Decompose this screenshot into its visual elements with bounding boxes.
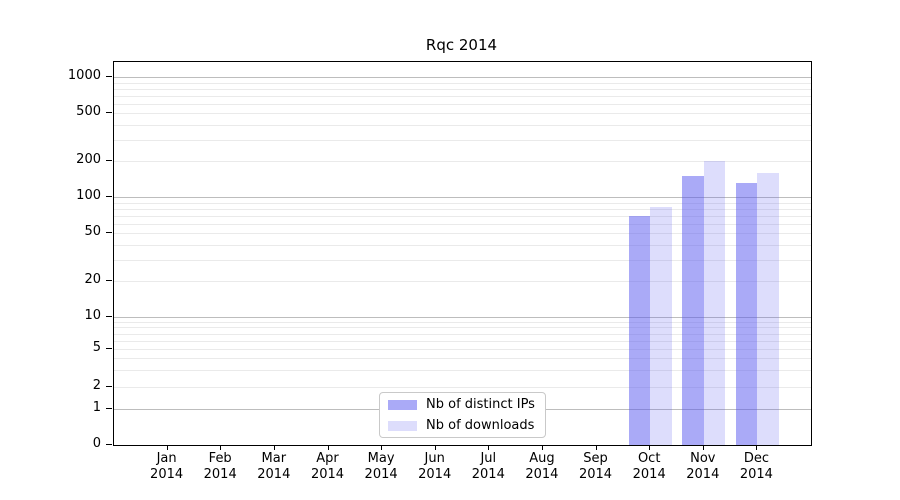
gridline-minor-5: [114, 349, 811, 350]
gridline-minor-70: [114, 215, 811, 217]
legend: Nb of distinct IPs Nb of downloads: [379, 392, 546, 438]
y-tick-label-5: 5: [92, 340, 101, 355]
gridline-minor-8: [114, 327, 811, 329]
x-tick-label-jun: Jun 2014: [418, 451, 452, 482]
x-tick-oct: [649, 446, 651, 450]
gridline-minor-80: [114, 208, 811, 210]
y-tick-5: [106, 348, 112, 349]
gridline-major-100: [114, 197, 811, 198]
y-tick-2: [106, 386, 112, 387]
x-tick-label-oct: Oct 2014: [632, 451, 666, 482]
gridline-minor-600: [114, 103, 811, 105]
legend-item-distinct-ips: Nb of distinct IPs: [388, 396, 537, 413]
x-tick-label-apr: Apr 2014: [310, 451, 345, 482]
x-tick-apr: [327, 446, 329, 450]
bar-nb-of-downloads-dec: [757, 173, 779, 445]
x-tick-jul: [488, 446, 490, 450]
y-tick-10: [106, 316, 112, 317]
x-tick-dec: [756, 446, 758, 450]
x-tick-label-feb: Feb 2014: [203, 451, 237, 482]
y-tick-50: [106, 232, 112, 234]
legend-label-distinct-ips: Nb of distinct IPs: [426, 397, 535, 412]
x-tick-mar: [273, 446, 275, 450]
bar-nb-of-downloads-oct: [650, 207, 672, 445]
gridline-minor-300: [114, 139, 811, 141]
y-tick-label-10: 10: [84, 308, 101, 323]
bar-nb-of-downloads-nov: [703, 160, 726, 445]
x-tick-label-may: May 2014: [364, 451, 398, 482]
gridline-minor-500: [114, 113, 811, 115]
legend-item-downloads: Nb of downloads: [388, 417, 537, 434]
gridline-major-10: [114, 317, 811, 318]
y-tick-label-20: 20: [84, 271, 101, 287]
y-tick-1000: [106, 76, 112, 77]
bar-nb-of-distinct-ips-dec: [735, 183, 758, 445]
gridline-minor-2: [114, 387, 811, 388]
y-tick-label-50: 50: [84, 224, 101, 240]
gridline-minor-40: [114, 244, 811, 246]
legend-swatch-downloads: [388, 420, 417, 431]
legend-label-downloads: Nb of downloads: [426, 418, 535, 433]
x-tick-label-mar: Mar 2014: [257, 451, 291, 482]
x-tick-aug: [541, 446, 543, 450]
gridline-major-1000: [114, 77, 811, 78]
gridline-minor-9: [114, 321, 811, 323]
x-tick-may: [381, 446, 383, 450]
gridline-minor-6: [114, 340, 811, 342]
y-tick-label-1: 1: [92, 400, 101, 415]
y-tick-20: [106, 279, 112, 281]
y-tick-100: [106, 196, 112, 197]
gridline-minor-50: [114, 233, 811, 235]
x-tick-jun: [434, 446, 436, 450]
y-tick-500: [106, 112, 112, 114]
x-tick-feb: [220, 446, 222, 450]
x-tick-label-jan: Jan 2014: [150, 451, 184, 482]
x-tick-label-dec: Dec 2014: [739, 451, 773, 482]
y-tick-0: [106, 444, 112, 445]
gridline-minor-7: [114, 333, 811, 335]
y-tick-1: [106, 408, 112, 409]
y-tick-label-100: 100: [76, 188, 101, 203]
plot-area: Nb of distinct IPs Nb of downloads: [113, 61, 812, 446]
y-tick-label-0: 0: [92, 436, 101, 451]
y-tick-200: [106, 159, 112, 161]
gridline-minor-700: [114, 95, 811, 97]
bar-nb-of-distinct-ips-nov: [682, 175, 704, 445]
x-tick-nov: [702, 446, 704, 450]
gridline-minor-3: [114, 370, 811, 372]
legend-swatch-distinct-ips: [388, 399, 417, 410]
x-tick-label-aug: Aug 2014: [525, 451, 559, 482]
gridline-minor-200: [114, 160, 811, 162]
y-tick-label-2: 2: [92, 378, 101, 393]
gridline-minor-90: [114, 202, 811, 204]
x-tick-label-jul: Jul 2014: [471, 451, 505, 482]
gridline-minor-800: [114, 88, 811, 90]
x-tick-label-nov: Nov 2014: [686, 451, 720, 482]
gridline-minor-900: [114, 82, 811, 84]
gridline-minor-4: [114, 358, 811, 360]
gridline-minor-30: [114, 259, 811, 261]
y-tick-label-200: 200: [76, 151, 101, 167]
bar-nb-of-distinct-ips-oct: [628, 215, 651, 445]
y-tick-label-1000: 1000: [67, 68, 101, 83]
gridline-minor-400: [114, 124, 811, 126]
gridline-minor-20: [114, 280, 811, 282]
x-tick-jan: [166, 446, 168, 450]
chart-title: Rqc 2014: [425, 36, 498, 54]
x-tick-sep: [595, 446, 597, 450]
gridline-minor-60: [114, 223, 811, 225]
x-tick-label-sep: Sep 2014: [578, 451, 613, 482]
y-tick-label-500: 500: [76, 104, 101, 120]
